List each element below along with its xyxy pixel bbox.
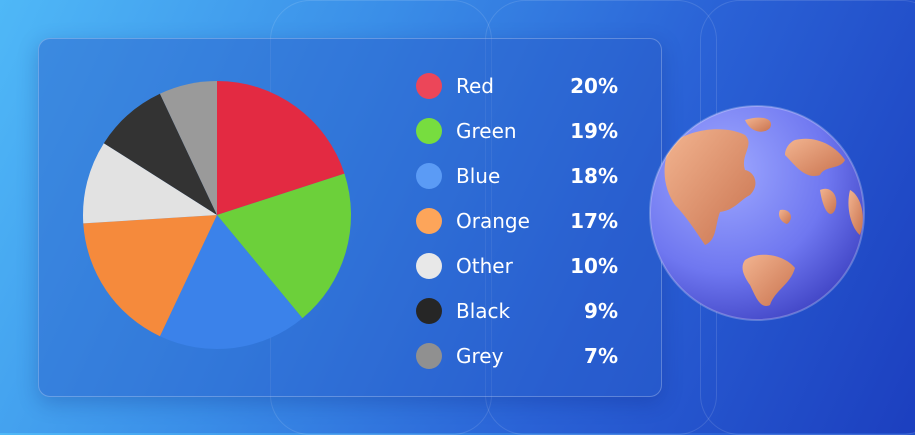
legend: Red 20% Green 19% Blue 18% Orange 17% Other 10% Bl… (416, 63, 618, 378)
globe-continents (664, 117, 863, 306)
legend-label: Grey (456, 343, 504, 368)
legend-swatch (416, 72, 442, 99)
legend-value: 17% (570, 208, 618, 233)
pie-slice-black (103, 93, 217, 215)
pie-chart (83, 81, 351, 349)
legend-swatch (416, 297, 442, 324)
legend-swatch (416, 342, 442, 369)
legend-item-blue: Blue 18% (416, 153, 618, 198)
legend-label: Other (456, 253, 513, 278)
legend-swatch (416, 207, 442, 234)
legend-label: Black (456, 298, 511, 323)
pie-slice-grey (159, 81, 217, 215)
legend-label: Orange (456, 208, 530, 233)
legend-swatch (416, 162, 442, 189)
legend-value: 18% (570, 163, 618, 188)
legend-value: 7% (584, 343, 618, 368)
pie-slice-orange (83, 215, 217, 337)
globe-icon (649, 105, 865, 321)
legend-value: 20% (570, 73, 618, 98)
legend-value: 10% (570, 253, 618, 278)
legend-item-orange: Orange 17% (416, 198, 618, 243)
legend-value: 9% (584, 298, 618, 323)
legend-item-red: Red 20% (416, 63, 618, 108)
legend-swatch (416, 117, 442, 144)
legend-item-black: Black 9% (416, 288, 618, 333)
pie-slice-blue (159, 215, 303, 349)
pie-slice-other (83, 143, 217, 224)
legend-swatch (416, 252, 442, 279)
legend-item-grey: Grey 7% (416, 333, 618, 378)
legend-item-green: Green 19% (416, 108, 618, 153)
legend-label: Green (456, 118, 517, 143)
pie-slice-green (217, 173, 351, 319)
legend-item-other: Other 10% (416, 243, 618, 288)
pie-slice-red (217, 81, 345, 215)
legend-value: 19% (570, 118, 618, 143)
legend-label: Blue (456, 163, 501, 188)
legend-label: Red (456, 73, 494, 98)
